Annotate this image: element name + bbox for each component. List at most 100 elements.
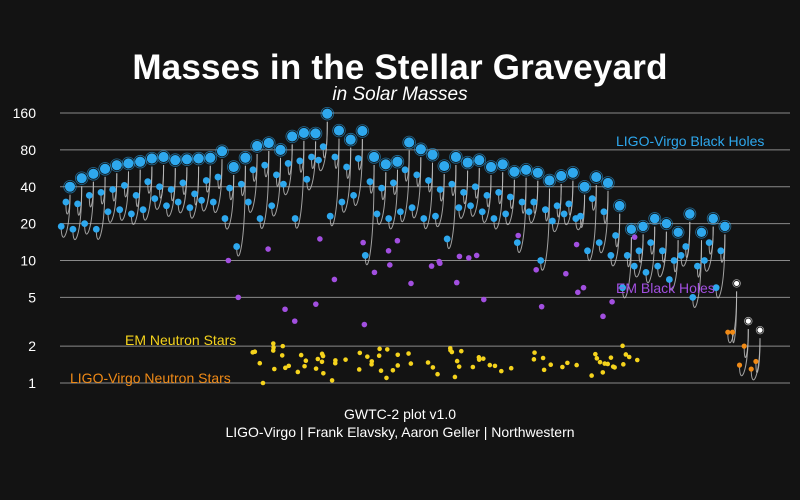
em-black-hole-point <box>313 301 319 307</box>
merger-arrow <box>60 194 71 238</box>
em-neutron-star-point <box>470 364 476 370</box>
progenitor-point <box>385 215 393 222</box>
merger-arrow <box>411 157 422 219</box>
remnant-point <box>567 167 578 178</box>
legend-ligo-virgo-neutron-stars: LIGO-Virgo Neutron Stars <box>70 370 231 386</box>
remnant-point <box>579 181 590 192</box>
remnant-halo <box>191 151 206 166</box>
em-neutron-star-point <box>321 371 326 376</box>
progenitor-point <box>354 155 362 162</box>
legend-em-black-holes: EM Black Holes <box>616 280 715 296</box>
progenitor-point <box>677 252 685 259</box>
remnant-point <box>684 209 695 219</box>
merger-arrow <box>224 174 235 230</box>
progenitor-point <box>712 284 720 292</box>
remnant-point <box>734 280 740 287</box>
remnant-halo <box>732 279 741 288</box>
em-black-hole-point <box>408 280 414 287</box>
em-neutron-star-point <box>295 369 301 375</box>
progenitor-point <box>237 180 245 188</box>
progenitor-point <box>553 202 561 210</box>
em-neutron-star-point <box>600 370 606 375</box>
remnant-point <box>556 170 567 182</box>
progenitor-point <box>443 235 451 243</box>
em-neutron-star-point <box>332 360 338 366</box>
remnant-halo <box>718 220 732 233</box>
remnant-halo <box>695 225 708 239</box>
em-neutron-star-point <box>378 368 384 374</box>
legend-ligo-black-holes: LIGO-Virgo Black Holes <box>616 133 765 149</box>
remnant-halo <box>449 150 463 164</box>
em-black-hole-point <box>456 253 463 260</box>
progenitor-point <box>308 153 315 161</box>
remnant-point <box>205 152 216 163</box>
remnant-halo <box>320 106 334 121</box>
progenitor-point <box>132 191 140 199</box>
remnant-halo <box>227 160 241 174</box>
em-neutron-star-point <box>303 358 309 364</box>
progenitor-point <box>436 186 444 193</box>
remnant-halo <box>613 199 627 213</box>
remnant-point <box>99 163 111 174</box>
progenitor-point <box>647 239 655 247</box>
progenitor-point <box>658 247 666 255</box>
remnant-halo <box>390 155 405 169</box>
em-neutron-star-point <box>425 360 431 365</box>
progenitor-point <box>682 243 690 250</box>
em-black-hole-point <box>361 321 368 328</box>
merger-arrow <box>528 180 539 224</box>
em-neutron-star-point <box>634 357 640 363</box>
progenitor-point <box>261 161 269 169</box>
remnant-point <box>427 149 438 160</box>
remnant-halo <box>145 151 159 166</box>
em-neutron-star-point <box>449 349 455 355</box>
progenitor-point <box>584 247 591 255</box>
remnant-halo <box>542 173 557 188</box>
y-tick-label: 40 <box>20 179 36 195</box>
progenitor-point <box>144 178 152 186</box>
em-black-hole-point <box>453 279 460 286</box>
remnant-point <box>275 144 286 155</box>
remnant-point <box>602 177 614 188</box>
progenitor-point <box>167 186 175 193</box>
remnant-halo <box>308 126 323 141</box>
remnant-point <box>310 128 321 139</box>
remnant-halo <box>110 158 124 172</box>
em-neutron-star-point <box>283 365 288 371</box>
progenitor-point <box>525 208 533 216</box>
merger-arrow <box>341 147 352 213</box>
merger-arrow <box>271 157 281 217</box>
progenitor-point <box>198 196 205 204</box>
em-neutron-star-point <box>435 371 440 377</box>
progenitor-point <box>226 184 234 192</box>
remnant-point <box>509 166 520 177</box>
em-black-hole-point <box>317 236 323 242</box>
merger-arrow <box>727 291 738 344</box>
remnant-point <box>661 218 672 229</box>
em-neutron-star-point <box>357 350 363 356</box>
remnant-halo <box>121 156 136 171</box>
em-black-hole-point <box>575 289 581 296</box>
remnant-point <box>415 144 426 155</box>
merger-arrow <box>189 166 200 219</box>
em-neutron-star-point <box>280 343 286 349</box>
remnant-halo <box>577 180 592 194</box>
progenitor-point <box>478 208 486 216</box>
em-neutron-star-point <box>408 361 414 366</box>
progenitor-point <box>326 212 334 220</box>
point-layer <box>57 106 765 386</box>
remnant-point <box>193 153 204 164</box>
em-neutron-star-point <box>343 357 348 362</box>
em-black-hole-point <box>563 270 569 277</box>
remnant-point <box>544 175 555 186</box>
merger-arrow <box>435 174 445 228</box>
em-neutron-star-point <box>329 378 335 383</box>
remnant-halo <box>671 225 685 239</box>
remnant-point <box>240 152 251 163</box>
remnant-point <box>357 125 368 137</box>
progenitor-point <box>725 329 731 335</box>
remnant-halo <box>660 217 673 230</box>
y-tick-label: 5 <box>28 289 36 305</box>
progenitor-point <box>163 202 170 210</box>
remnant-point <box>521 164 532 175</box>
